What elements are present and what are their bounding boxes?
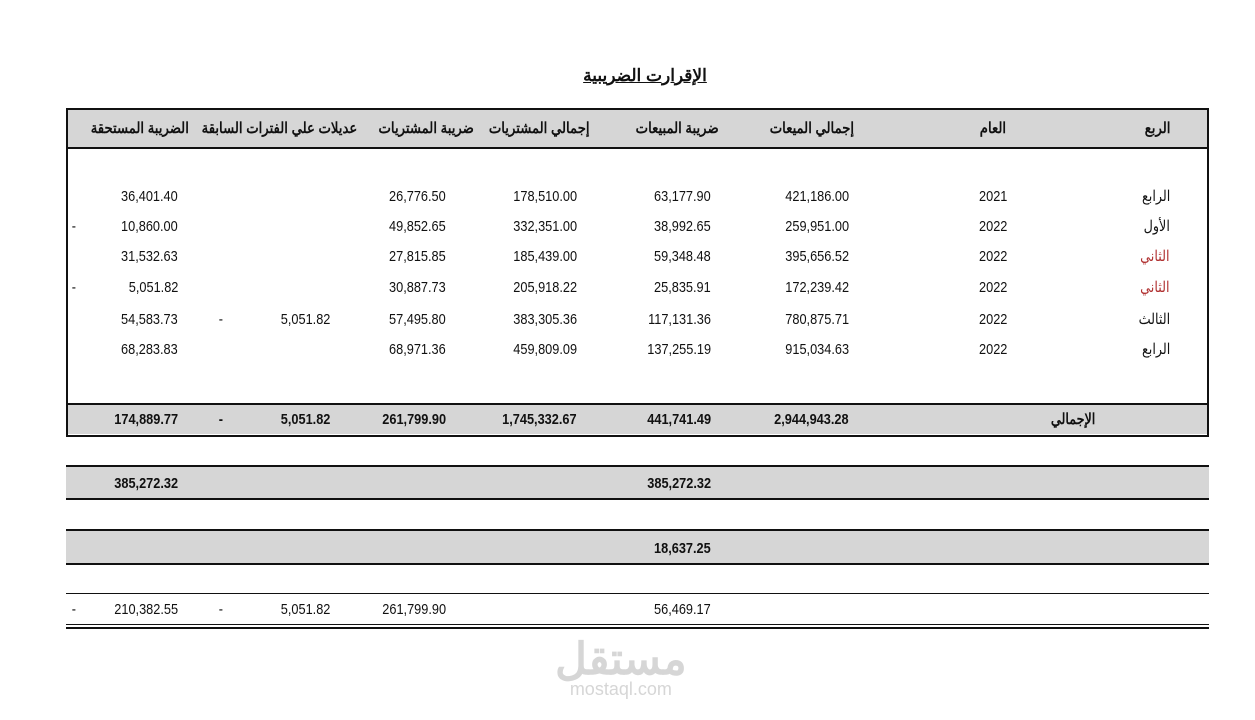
quarter-cell: الثاني — [1140, 279, 1170, 296]
totals-adjustment-dash: - — [218, 411, 223, 428]
summary2-sales-tax: 18,637.25 — [654, 540, 711, 557]
totals-band — [66, 405, 1209, 434]
divider — [66, 563, 1209, 565]
year-cell: 2021 — [978, 188, 1007, 205]
totals-purchases-tax: 261,799.90 — [382, 411, 446, 428]
header-divider — [66, 147, 1209, 149]
summary3-purchases-tax: 261,799.90 — [382, 601, 446, 618]
purchases-tax-cell: 68,971.36 — [389, 341, 446, 358]
totals-tax-due: 174,889.77 — [114, 411, 178, 428]
header-adjustments: عديلات علي الفترات السابقة — [201, 120, 358, 137]
header-band — [66, 110, 1209, 148]
sales-tax-cell: 38,992.65 — [654, 218, 711, 235]
tax-due-dash: - — [71, 218, 76, 235]
main-table — [66, 108, 1209, 437]
header-purchases-tax: ضريبة المشتريات — [378, 120, 474, 137]
year-cell: 2022 — [978, 248, 1007, 265]
purchases-tax-cell: 27,815.85 — [389, 248, 446, 265]
totals-adjustment: 5,051.82 — [280, 411, 330, 428]
summary-band-2 — [66, 531, 1209, 564]
totals-purchases-total: 1,745,332.67 — [502, 411, 577, 428]
purchases-total-cell: 332,351.00 — [513, 218, 577, 235]
year-cell: 2022 — [978, 341, 1007, 358]
totals-label: الإجمالي — [1050, 411, 1095, 428]
adjustment-dash: - — [218, 311, 223, 328]
sales-total-cell: 421,186.00 — [785, 188, 849, 205]
summary-band-1 — [66, 467, 1209, 499]
divider — [66, 529, 1209, 531]
summary3-adjustment-dash: - — [218, 601, 223, 618]
header-sales-total: إجمالي الميعات — [769, 120, 855, 137]
sales-total-cell: 172,239.42 — [785, 279, 849, 296]
sales-tax-cell: 25,835.91 — [654, 279, 711, 296]
divider — [66, 498, 1209, 500]
header-quarter: الربع — [1144, 120, 1171, 137]
header-year: العام — [979, 120, 1007, 137]
tax-due-cell: 5,051.82 — [128, 279, 178, 296]
summary3-adjustment: 5,051.82 — [280, 601, 330, 618]
divider — [66, 624, 1209, 625]
summary3-tax-due: 210,382.55 — [114, 601, 178, 618]
year-cell: 2022 — [978, 218, 1007, 235]
tax-due-dash: - — [71, 279, 76, 296]
tax-due-cell: 54,583.73 — [121, 311, 178, 328]
purchases-tax-cell: 57,495.80 — [389, 311, 446, 328]
watermark-logo: مستقل mostaql.com — [555, 635, 687, 699]
summary3-sales-tax: 56,469.17 — [654, 601, 711, 618]
sales-total-cell: 259,951.00 — [785, 218, 849, 235]
purchases-total-cell: 459,809.09 — [513, 341, 577, 358]
year-cell: 2022 — [978, 279, 1007, 296]
quarter-cell: الثالث — [1138, 311, 1170, 328]
tax-due-cell: 68,283.83 — [121, 341, 178, 358]
summary3-tax-due-dash: - — [71, 601, 76, 618]
quarter-cell: الثاني — [1140, 248, 1170, 265]
sales-tax-cell: 59,348.48 — [654, 248, 711, 265]
sales-total-cell: 780,875.71 — [785, 311, 849, 328]
sales-tax-cell: 137,255.19 — [647, 341, 711, 358]
header-purchases-total: إجمالي المشتريات — [488, 120, 590, 137]
purchases-tax-cell: 30,887.73 — [389, 279, 446, 296]
purchases-tax-cell: 26,776.50 — [389, 188, 446, 205]
totals-sales-tax: 441,741.49 — [647, 411, 711, 428]
sales-total-cell: 915,034.63 — [785, 341, 849, 358]
quarter-cell: الأول — [1143, 218, 1170, 235]
purchases-tax-cell: 49,852.65 — [389, 218, 446, 235]
tax-due-cell: 10,860.00 — [121, 218, 178, 235]
watermark-latin: mostaql.com — [569, 679, 672, 699]
purchases-total-cell: 185,439.00 — [513, 248, 577, 265]
sales-total-cell: 395,656.52 — [785, 248, 849, 265]
quarter-cell: الرابع — [1141, 341, 1170, 358]
watermark-arabic: مستقل — [555, 635, 687, 684]
quarter-cell: الرابع — [1141, 188, 1170, 205]
purchases-total-cell: 178,510.00 — [513, 188, 577, 205]
totals-sales-total: 2,944,943.28 — [774, 411, 849, 428]
sales-tax-cell: 63,177.90 — [654, 188, 711, 205]
tax-due-cell: 31,532.63 — [121, 248, 178, 265]
purchases-total-cell: 205,918.22 — [513, 279, 577, 296]
page-title: الإقرارت الضريبية — [583, 66, 707, 85]
header-sales-tax: ضريبة المبيعات — [635, 120, 719, 137]
divider — [66, 627, 1209, 629]
header-tax-due: الضريبة المستحقة — [91, 120, 190, 137]
year-cell: 2022 — [978, 311, 1007, 328]
tax-due-cell: 36,401.40 — [121, 188, 178, 205]
totals-divider — [66, 403, 1209, 405]
purchases-total-cell: 383,305.36 — [513, 311, 577, 328]
sales-tax-cell: 117,131.36 — [648, 311, 711, 328]
summary1-sales-tax: 385,272.32 — [647, 475, 711, 492]
adjustment-cell: 5,051.82 — [280, 311, 330, 328]
divider — [66, 593, 1209, 594]
divider — [66, 465, 1209, 467]
summary1-tax-due: 385,272.32 — [114, 475, 178, 492]
